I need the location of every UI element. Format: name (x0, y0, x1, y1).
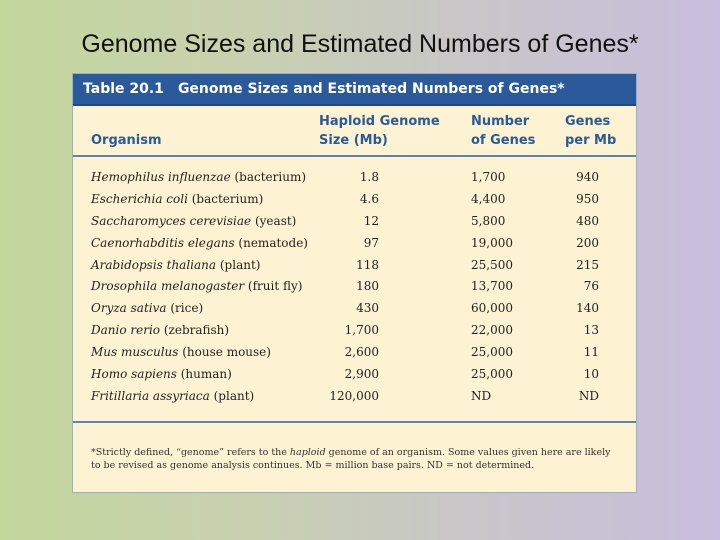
cell-genome-size: 430 (356, 301, 379, 316)
header-organism: Organism (91, 133, 162, 148)
cell-species: Caenorhabditis elegans (91, 235, 235, 250)
cell-genes-per-mb: 200 (576, 235, 599, 250)
cell-gene-count: 25,000 (471, 345, 513, 360)
header-size-line2: Size (Mb) (319, 133, 388, 148)
footnote-part2: genome of an organism. Some values given… (91, 447, 611, 471)
cell-genes-per-mb: 950 (576, 191, 599, 206)
table-body: Hemophilus influenzae (bacterium) 1.8 1,70… (73, 167, 636, 408)
cell-genome-size: 120,000 (329, 388, 379, 403)
cell-genes-per-mb: 11 (583, 345, 599, 360)
cell-genome-size: 2,600 (344, 345, 379, 360)
header-per-line1: Genes (565, 114, 611, 129)
cell-organism: Arabidopsis thaliana (plant) (91, 258, 260, 272)
cell-organism: Danio rerio (zebrafish) (91, 323, 229, 337)
cell-gene-count: 22,000 (471, 323, 513, 338)
table-row: Saccharomyces cerevisiae (yeast) 12 5,800 4… (73, 211, 636, 233)
cell-organism: Escherichia coli (bacterium) (91, 192, 263, 206)
table-row: Hemophilus influenzae (bacterium) 1.8 1,70… (73, 167, 636, 189)
cell-common: (bacterium) (230, 170, 307, 184)
header-per-line2: per Mb (565, 133, 617, 148)
cell-species: Escherichia coli (91, 191, 188, 206)
table-row: Oryza sativa (rice) 430 60,000 140 (73, 298, 636, 320)
cell-genes-per-mb: ND (578, 388, 599, 403)
cell-species: Danio rerio (91, 323, 161, 338)
cell-genome-size: 1,700 (344, 323, 379, 338)
cell-organism: Mus musculus (house mouse) (91, 345, 271, 359)
slide-title: Genome Sizes and Estimated Numbers of Ge… (81, 30, 639, 58)
cell-genes-per-mb: 76 (583, 279, 599, 294)
cell-species: Hemophilus influenzae (91, 170, 231, 184)
cell-gene-count: ND (471, 388, 492, 403)
table-row: Caenorhabditis elegans (nematode) 97 19,00… (73, 233, 636, 255)
cell-genes-per-mb: 215 (576, 257, 599, 272)
cell-common: (human) (176, 367, 232, 382)
cell-organism: Saccharomyces cerevisiae (yeast) (91, 214, 296, 228)
table-row: Mus musculus (house mouse) 2,600 25,000 11 (73, 342, 636, 364)
table-row: Fritillaria assyriaca (plant) 120,000 ND ND (73, 386, 636, 408)
cell-gene-count: 19,000 (471, 235, 513, 250)
cell-common: (zebrafish) (160, 323, 230, 338)
cell-gene-count: 5,800 (471, 213, 506, 228)
cell-common: (plant) (209, 388, 255, 403)
column-headers: Organism Haploid Genome Size (Mb) Number… (73, 112, 636, 152)
cell-genome-size: 1.8 (359, 170, 379, 184)
table-row: Homo sapiens (human) 2,900 25,000 10 (73, 364, 636, 386)
cell-organism: Oryza sativa (rice) (91, 301, 203, 315)
table-row: Escherichia coli (bacterium) 4.6 4,400 950 (73, 189, 636, 211)
cell-gene-count: 4,400 (471, 191, 506, 206)
cell-gene-count: 60,000 (471, 301, 513, 316)
table-header-bar: Table 20.1 Genome Sizes and Estimated Nu… (73, 74, 636, 106)
cell-genome-size: 180 (356, 279, 379, 294)
cell-genes-per-mb: 940 (576, 170, 599, 184)
table-number: Table 20.1 (83, 81, 164, 97)
cell-gene-count: 1,700 (471, 170, 506, 184)
header-genes-line1: Number (471, 114, 530, 129)
table-row: Drosophila melanogaster (fruit fly) 180 13… (73, 276, 636, 298)
cell-genes-per-mb: 480 (576, 213, 599, 228)
header-genes-line2: of Genes (471, 133, 536, 148)
footer-rule (73, 421, 636, 423)
cell-common: (nematode) (234, 235, 308, 250)
table-footnote: *Strictly defined, “genome” refers to th… (91, 446, 611, 472)
cell-gene-count: 25,500 (471, 257, 513, 272)
genome-table: Table 20.1 Genome Sizes and Estimated Nu… (72, 73, 637, 493)
cell-species: Fritillaria assyriaca (91, 388, 210, 403)
cell-species: Homo sapiens (91, 367, 177, 382)
cell-common: (plant) (216, 257, 261, 272)
cell-common: (yeast) (251, 213, 297, 228)
cell-common: (rice) (166, 301, 204, 316)
cell-common: (bacterium) (187, 191, 264, 206)
cell-organism: Homo sapiens (human) (91, 367, 232, 381)
cell-organism: Drosophila melanogaster (fruit fly) (91, 279, 302, 293)
cell-organism: Hemophilus influenzae (bacterium) (91, 170, 306, 184)
cell-species: Drosophila melanogaster (91, 279, 245, 294)
cell-species: Saccharomyces cerevisiae (91, 213, 252, 228)
cell-gene-count: 25,000 (471, 367, 513, 382)
cell-organism: Caenorhabditis elegans (nematode) (91, 236, 308, 250)
cell-genome-size: 2,900 (344, 367, 379, 382)
cell-genome-size: 4.6 (359, 191, 379, 206)
cell-genome-size: 118 (356, 257, 379, 272)
cell-common: (fruit fly) (244, 279, 303, 294)
cell-genes-per-mb: 10 (583, 367, 599, 382)
cell-common: (house mouse) (178, 345, 271, 360)
cell-species: Oryza sativa (91, 301, 167, 316)
table-caption: Genome Sizes and Estimated Numbers of Ge… (177, 81, 565, 97)
table-row: Danio rerio (zebrafish) 1,700 22,000 13 (73, 320, 636, 342)
header-rule (73, 155, 636, 157)
footnote-italic: haploid (289, 447, 326, 458)
cell-genes-per-mb: 140 (576, 301, 599, 316)
cell-genes-per-mb: 13 (583, 323, 599, 338)
footnote-part1: *Strictly defined, “genome” refers to th… (91, 447, 290, 458)
cell-organism: Fritillaria assyriaca (plant) (91, 389, 254, 403)
cell-species: Mus musculus (91, 345, 179, 360)
cell-genome-size: 97 (363, 235, 379, 250)
table-row: Arabidopsis thaliana (plant) 118 25,500 215 (73, 255, 636, 277)
cell-genome-size: 12 (363, 213, 379, 228)
header-size-line1: Haploid Genome (319, 114, 440, 129)
cell-gene-count: 13,700 (471, 279, 513, 294)
cell-species: Arabidopsis thaliana (91, 257, 217, 272)
